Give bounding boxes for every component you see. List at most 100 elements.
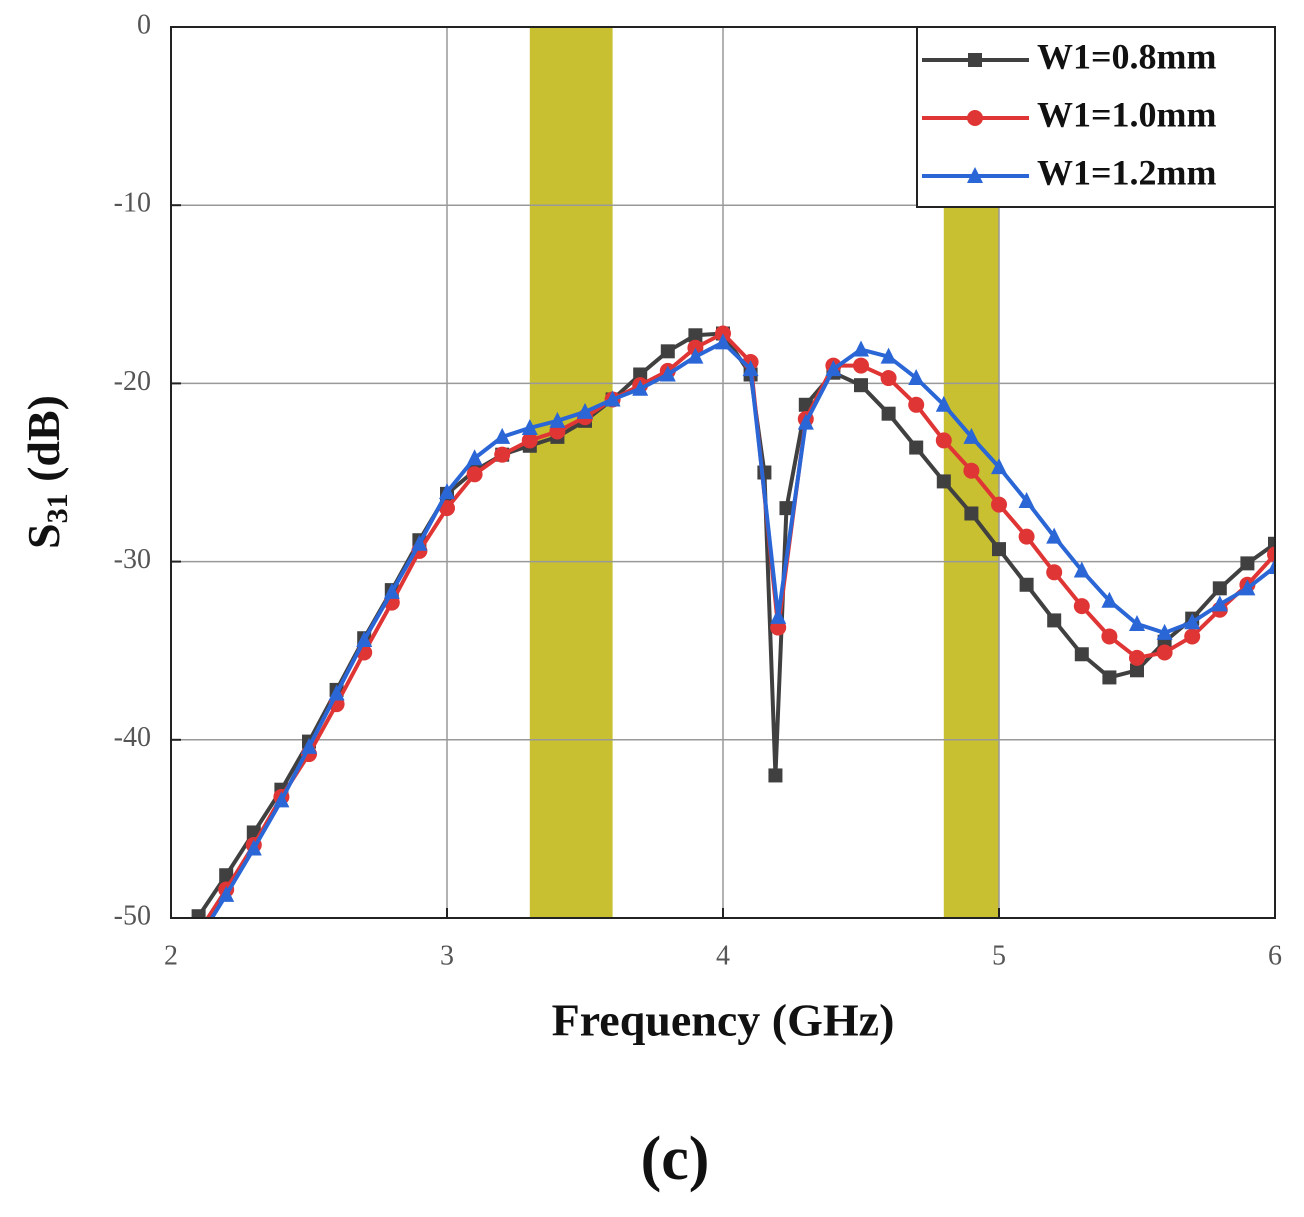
marker	[659, 365, 676, 382]
highlight-band	[529, 27, 613, 918]
series-line	[209, 340, 1275, 918]
marker	[853, 357, 869, 374]
marker	[853, 340, 869, 357]
marker	[577, 402, 593, 419]
marker	[797, 413, 814, 430]
legend: W1=0.8mm W1=1.0mm W1=1.2mm	[916, 26, 1276, 208]
marker	[632, 379, 649, 396]
marker	[1212, 581, 1227, 596]
marker	[1267, 557, 1275, 574]
marker	[908, 396, 925, 413]
marker	[1156, 623, 1173, 640]
x-tick-label: 3	[440, 940, 454, 971]
plot-area	[191, 325, 1275, 946]
marker	[356, 631, 373, 648]
marker	[770, 607, 787, 624]
y-label-rest: (dB)	[18, 395, 69, 493]
marker	[1130, 663, 1144, 678]
marker	[1184, 613, 1201, 630]
marker	[963, 427, 980, 444]
marker	[1129, 649, 1145, 666]
marker	[1129, 614, 1145, 631]
marker	[660, 344, 675, 359]
y-tick-label: -30	[114, 544, 151, 575]
marker	[881, 406, 896, 421]
marker	[688, 328, 703, 343]
marker	[967, 167, 983, 183]
y-label-main: S	[18, 523, 69, 549]
marker	[1073, 598, 1090, 615]
x-tick-label: 6	[1268, 940, 1282, 971]
marker	[1074, 647, 1089, 662]
marker	[991, 458, 1007, 475]
marker	[1018, 528, 1035, 545]
y-tick-label: -40	[114, 722, 151, 753]
marker	[245, 839, 262, 856]
marker	[521, 432, 538, 449]
legend-label: W1=1.2mm	[1037, 152, 1217, 192]
marker	[494, 427, 511, 444]
marker	[1019, 577, 1034, 592]
marker	[219, 868, 234, 883]
marker	[191, 924, 207, 940]
marker	[383, 582, 400, 599]
marker	[1267, 546, 1275, 563]
marker	[1101, 628, 1118, 645]
marker	[301, 737, 317, 754]
marker	[549, 411, 566, 428]
y-axis-label: S31 (dB)	[18, 395, 74, 549]
marker	[992, 542, 1006, 557]
marker	[191, 930, 207, 946]
y-tick-label: -10	[114, 188, 151, 219]
marker	[991, 496, 1007, 513]
marker	[1046, 527, 1063, 544]
marker	[909, 440, 924, 455]
marker	[964, 506, 979, 521]
marker	[1073, 561, 1090, 578]
caption: (c)	[641, 1125, 710, 1193]
marker	[1268, 536, 1275, 551]
marker	[936, 474, 951, 489]
x-axis-label: Frequency (GHz)	[552, 995, 895, 1046]
marker	[742, 360, 759, 377]
y-tick-label: -50	[114, 900, 151, 931]
marker	[908, 369, 925, 386]
marker	[1184, 628, 1201, 645]
marker	[466, 449, 483, 466]
series-line	[196, 331, 1275, 918]
marker	[880, 370, 897, 387]
y-tick-label: -20	[114, 366, 151, 397]
marker	[935, 432, 952, 449]
marker	[687, 347, 704, 364]
marker	[411, 534, 428, 551]
marker	[854, 378, 868, 393]
marker	[1239, 579, 1256, 596]
legend-label: W1=0.8mm	[1037, 36, 1217, 76]
marker	[1046, 564, 1063, 581]
x-tick-label: 2	[164, 940, 178, 971]
axes: 2 3 4 5 6 0 -10 -20 -30 -40 -50	[114, 9, 1282, 971]
marker	[1101, 591, 1118, 608]
y-label-sub: 31	[41, 493, 74, 523]
x-tick-label: 4	[716, 940, 730, 971]
marker	[1102, 670, 1117, 685]
marker	[604, 390, 621, 407]
x-tick-label: 5	[992, 940, 1006, 971]
marker	[967, 110, 983, 126]
marker	[779, 501, 794, 516]
marker	[218, 885, 235, 902]
marker	[715, 333, 731, 350]
marker	[191, 909, 206, 918]
marker	[439, 483, 455, 500]
y-tick-label: 0	[137, 9, 151, 40]
marker	[935, 395, 952, 412]
marker	[466, 466, 483, 483]
marker	[494, 446, 511, 463]
marker	[1047, 613, 1062, 628]
marker	[1018, 492, 1035, 509]
marker	[968, 53, 982, 67]
marker	[768, 768, 783, 783]
series-line	[205, 331, 1275, 918]
marker	[880, 347, 897, 364]
